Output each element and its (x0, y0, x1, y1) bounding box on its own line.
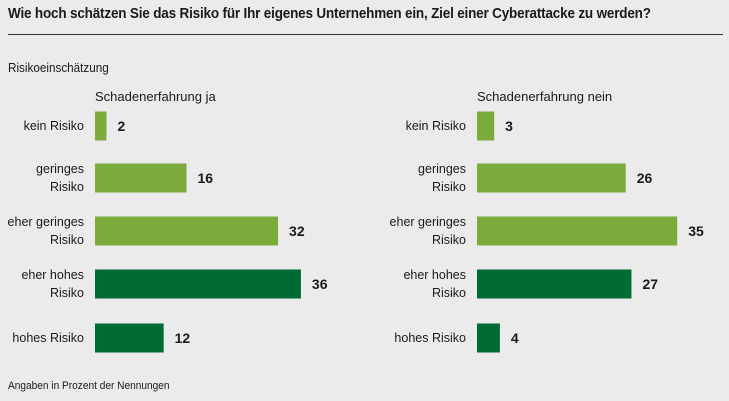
chart-panel-1: Schadenerfahrung ja 2 kein Risiko 16 geringe… (8, 89, 328, 353)
title-divider (8, 34, 723, 35)
value-label: 2 (117, 118, 125, 134)
series-title: Schadenerfahrung ja (95, 89, 216, 104)
category-label: geringes (36, 162, 84, 176)
bar (95, 216, 279, 246)
category-label: hohes Risiko (394, 331, 466, 345)
series-title: Schadenerfahrung nein (477, 89, 612, 104)
chart-subtitle: Risikoeinschätzung (8, 60, 109, 75)
value-label: 36 (312, 276, 328, 292)
value-label: 35 (688, 223, 704, 239)
category-label: geringes (418, 162, 466, 176)
value-label: 3 (505, 118, 513, 134)
value-label: 27 (642, 276, 658, 292)
bar (95, 323, 164, 353)
category-label: eher hohes (21, 268, 84, 282)
bar (95, 163, 187, 193)
category-label: eher geringes (390, 215, 466, 229)
category-label: Risiko (432, 180, 466, 194)
category-label: Risiko (50, 233, 84, 247)
bar (95, 269, 301, 299)
bar (477, 111, 495, 141)
category-label: eher geringes (8, 215, 84, 229)
value-label: 26 (637, 170, 653, 186)
category-label: Risiko (50, 286, 84, 300)
category-label: Risiko (432, 233, 466, 247)
category-label: Risiko (432, 286, 466, 300)
bar (477, 216, 678, 246)
value-label: 12 (175, 330, 191, 346)
bar (477, 269, 632, 299)
bar (477, 323, 500, 353)
category-label: kein Risiko (24, 119, 84, 133)
value-label: 16 (198, 170, 214, 186)
category-label: eher hohes (403, 268, 466, 282)
bar (477, 163, 626, 193)
chart-title: Wie hoch schätzen Sie das Risiko für Ihr… (8, 5, 651, 22)
category-label: hohes Risiko (12, 331, 84, 345)
value-label: 32 (289, 223, 305, 239)
category-label: Risiko (50, 180, 84, 194)
bar (95, 111, 107, 141)
footnote: Angaben in Prozent der Nennungen (8, 380, 170, 392)
value-label: 4 (511, 330, 519, 346)
chart-panel-2: Schadenerfahrung nein 3 kein Risiko 26 gerin… (390, 89, 704, 353)
category-label: kein Risiko (406, 119, 466, 133)
